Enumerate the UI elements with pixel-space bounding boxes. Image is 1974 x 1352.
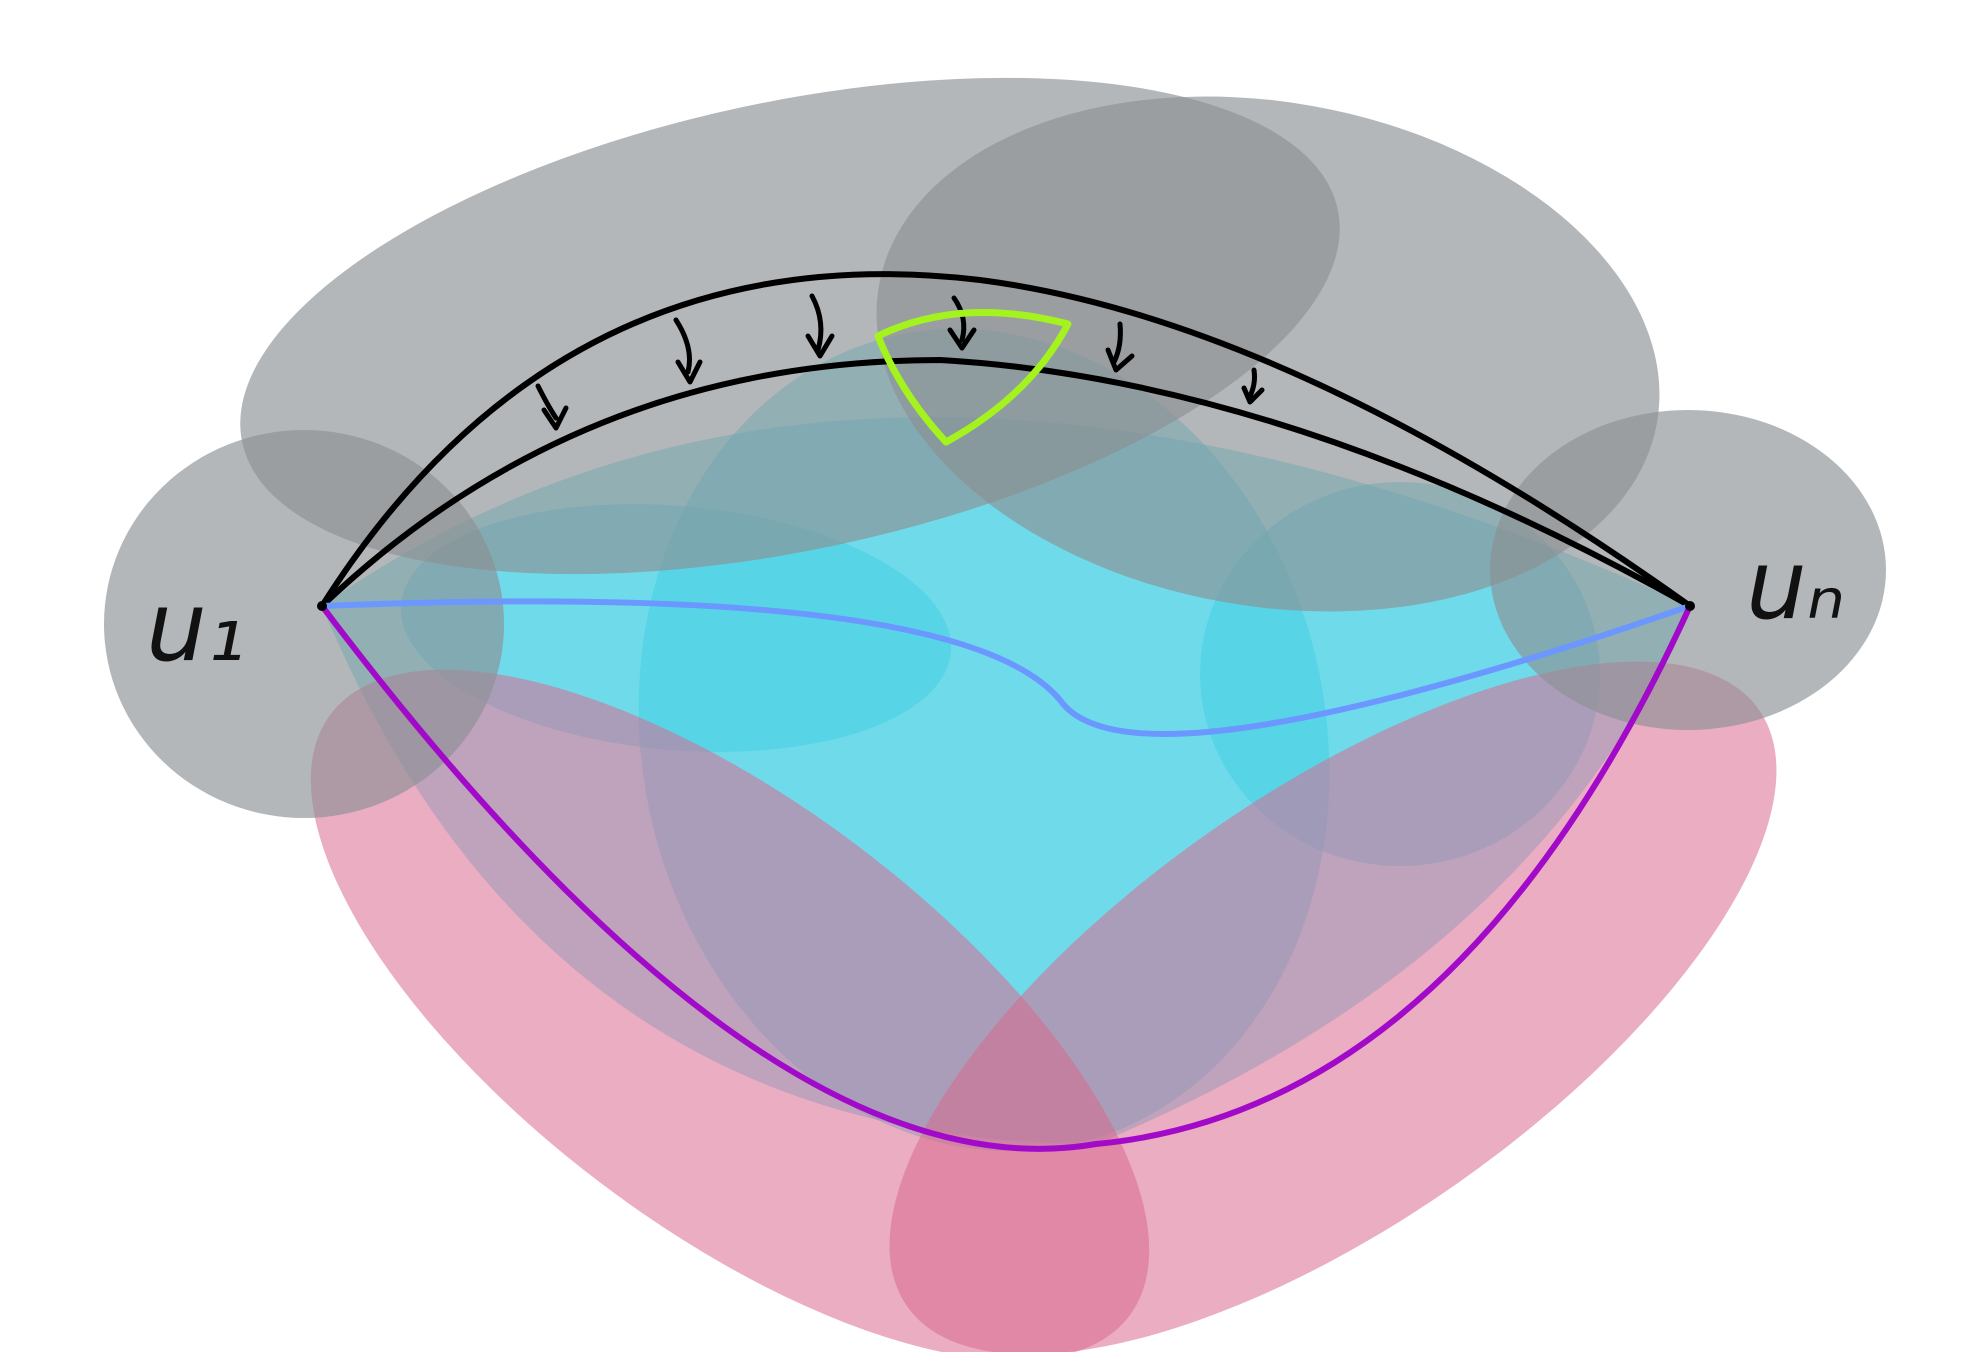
arrow-4 — [947, 295, 977, 351]
outer-black-curve — [319, 271, 1693, 609]
purple-curve — [319, 603, 1693, 1152]
label-left-vertex: u₁ — [146, 571, 245, 683]
arrows — [535, 293, 1265, 431]
inner-black-curve — [319, 356, 1693, 609]
arrow-2 — [673, 317, 703, 385]
blue-curve — [319, 598, 1693, 737]
arrow-6 — [1241, 367, 1265, 405]
arrow-3 — [805, 293, 835, 359]
vertex-right — [1685, 601, 1695, 611]
pink-blob-right — [889, 661, 1777, 1352]
black-curves — [319, 271, 1693, 609]
label-right-vertex: uₙ — [1746, 529, 1845, 641]
arrow-1 — [535, 383, 569, 431]
arrow-5 — [1105, 321, 1135, 373]
vertex-left — [317, 601, 327, 611]
green-wedge — [874, 308, 1072, 446]
gray-blob-top-right — [876, 96, 1660, 612]
gray-regions — [104, 77, 1886, 818]
